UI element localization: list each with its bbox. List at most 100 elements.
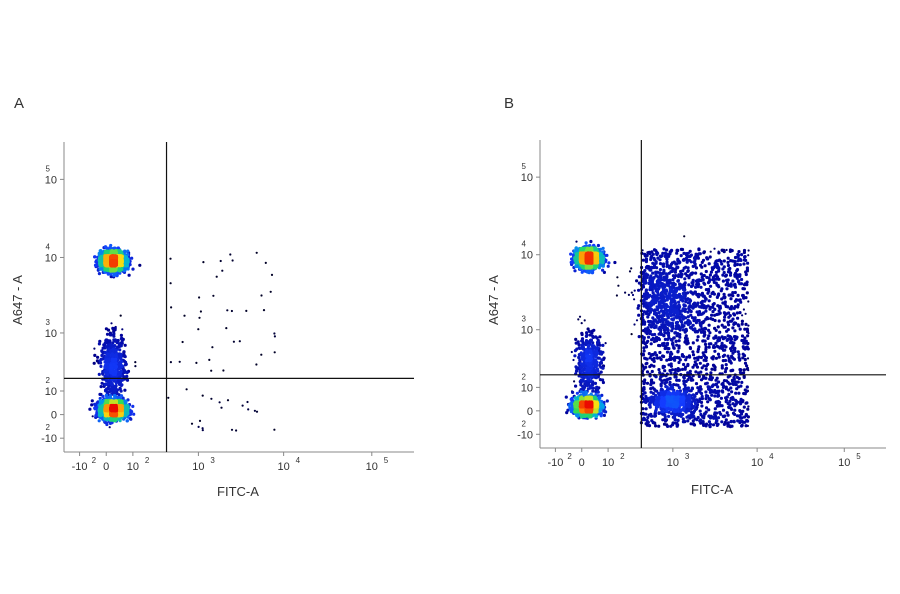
event-dot <box>119 333 123 337</box>
event-dot <box>110 383 114 387</box>
event-dot <box>264 261 267 264</box>
event-dot <box>94 414 98 418</box>
event-dot <box>110 421 114 425</box>
event-dot <box>169 257 172 260</box>
event-dot <box>119 389 123 393</box>
event-dot <box>109 418 113 422</box>
event-dot <box>112 332 116 336</box>
event-dot <box>104 250 108 254</box>
event-dot <box>202 261 205 264</box>
event-dot <box>117 268 121 273</box>
event-dot <box>113 393 117 398</box>
event-dot <box>117 363 121 367</box>
event-dot <box>255 363 258 366</box>
event-dot <box>104 327 108 331</box>
event-dot <box>110 370 114 374</box>
event-dot <box>238 340 241 343</box>
event-dot <box>246 400 249 404</box>
event-dot <box>97 342 101 346</box>
event-dot <box>119 370 123 374</box>
event-dot <box>138 263 142 267</box>
event-dot <box>103 366 107 370</box>
event-dot <box>255 251 258 254</box>
event-dot <box>105 268 109 272</box>
event-dot <box>99 385 103 389</box>
event-dot <box>120 383 124 387</box>
event-dot <box>245 309 248 312</box>
event-dot <box>198 316 201 319</box>
event-dot <box>93 353 97 357</box>
event-dot <box>106 272 110 276</box>
event-dot <box>119 314 122 317</box>
event-dot <box>197 425 200 428</box>
event-dot <box>101 346 105 350</box>
event-dot <box>114 251 118 255</box>
event-dot <box>110 345 114 349</box>
event-dot <box>114 354 118 358</box>
panel-a-x-tick-label: 0 <box>103 461 109 473</box>
event-dot <box>131 404 135 408</box>
panel-a-y-tick-exponent: 5 <box>46 164 51 173</box>
event-dot <box>226 399 230 402</box>
event-dot <box>262 309 266 312</box>
event-dot <box>118 386 122 390</box>
event-dot <box>98 263 102 267</box>
event-dot <box>125 375 129 379</box>
event-dot <box>167 396 170 399</box>
panel-a-label: A <box>14 95 24 112</box>
event-dot <box>130 256 134 260</box>
event-dot <box>112 358 116 362</box>
event-dot <box>110 386 114 391</box>
panel-a-x-tick-label: 10 <box>278 461 290 473</box>
event-dot <box>106 417 110 421</box>
event-dot <box>113 385 117 389</box>
panel-a-y-tick-label: -10 <box>41 433 57 445</box>
event-dot <box>105 332 110 336</box>
event-dot <box>230 428 234 431</box>
event-dot <box>131 267 135 271</box>
event-dot <box>121 374 126 379</box>
event-dot <box>108 340 112 344</box>
event-dot <box>121 396 125 400</box>
panel-a-y-tick-exponent: 4 <box>46 242 51 251</box>
event-dot <box>124 399 128 403</box>
event-dot <box>185 388 188 391</box>
panel-a-y-tick-label: 10 <box>45 386 57 398</box>
event-dot <box>125 264 129 268</box>
event-dot <box>212 294 215 297</box>
event-dot <box>178 360 181 363</box>
event-dot <box>210 369 213 372</box>
event-dot <box>226 309 229 312</box>
event-dot <box>190 422 194 425</box>
event-dot <box>103 374 107 378</box>
event-dot <box>201 429 204 432</box>
panel-a-x-tick-label: 10 <box>127 461 139 473</box>
event-dot <box>112 417 116 421</box>
panel-a-x-tick-exponent: 5 <box>384 456 389 465</box>
event-dot <box>253 409 256 412</box>
panel-a-x-axis-label: FITC-A <box>217 484 259 499</box>
event-dot <box>123 343 127 347</box>
panel-a-y-tick-exponent: 3 <box>46 318 51 327</box>
event-dot <box>103 407 107 411</box>
event-dot <box>195 361 198 364</box>
event-dot <box>273 332 276 335</box>
event-dot <box>91 415 94 418</box>
event-dot <box>98 392 102 396</box>
event-dot <box>98 339 102 343</box>
event-dot <box>121 328 124 331</box>
event-dot <box>120 339 124 343</box>
event-dot <box>104 258 108 262</box>
event-dot <box>208 358 211 361</box>
event-dot <box>122 350 126 354</box>
event-dot <box>119 344 123 348</box>
event-dot <box>105 421 109 425</box>
event-dot <box>126 411 130 415</box>
event-dot <box>235 429 238 432</box>
event-dot <box>88 407 92 411</box>
event-dot <box>218 401 221 404</box>
event-dot <box>183 314 186 317</box>
event-dot <box>120 341 124 345</box>
